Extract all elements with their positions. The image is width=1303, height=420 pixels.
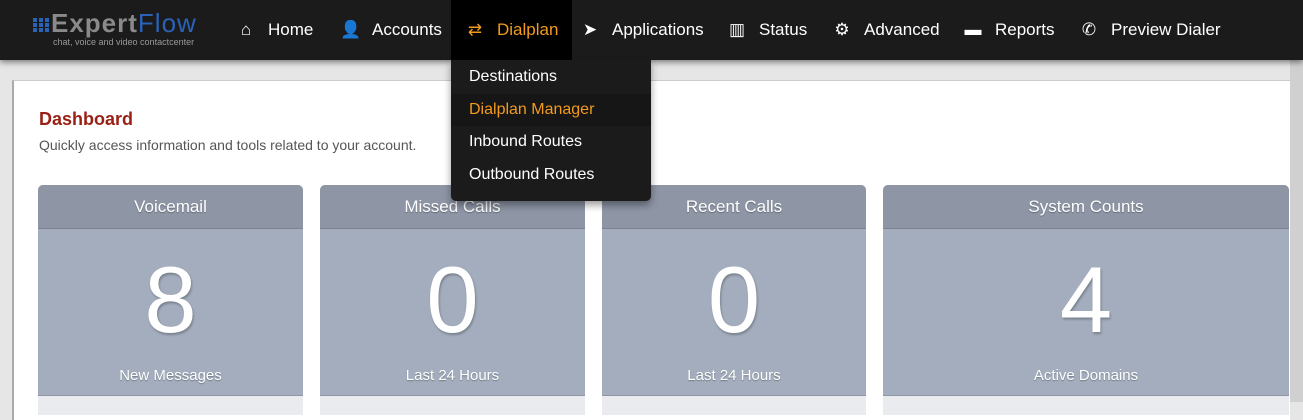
card-title: System Counts (883, 185, 1289, 229)
card-bottom-bar (883, 395, 1289, 415)
card-title: Voicemail (38, 185, 303, 229)
card-recent-calls[interactable]: Recent Calls 0 Last 24 Hours (602, 185, 866, 415)
home-icon: ⌂ (240, 20, 252, 39)
card-bottom-bar (602, 395, 866, 415)
dropdown-item-inbound-routes[interactable]: Inbound Routes (469, 133, 582, 150)
logo-dots-icon (33, 17, 49, 33)
nav-item-dialplan[interactable]: ⇄ Dialplan (451, 0, 573, 60)
gear-icon: ⚙ (834, 20, 850, 39)
card-value: 0 (707, 247, 761, 352)
window-icon: ▬ (964, 20, 982, 39)
dashboard-panel: Dashboard Quickly access information and… (12, 80, 1290, 420)
card-value: 8 (144, 247, 197, 352)
brand-tagline: chat, voice and video contactcenter (53, 37, 195, 47)
dropdown-item-outbound-routes[interactable]: Outbound Routes (469, 165, 595, 183)
nav-item-label: Applications (612, 20, 704, 39)
nav-item-label: Status (759, 20, 808, 39)
card-bottom-bar (38, 395, 303, 415)
brand-name-accent: Flow (137, 8, 197, 38)
dialplan-dropdown: Destinations Dialplan Manager Inbound Rout… (451, 60, 651, 201)
exchange-icon: ⇄ (467, 20, 483, 39)
bar-chart-icon: ▥ (728, 20, 746, 39)
nav-item-advanced[interactable]: ⚙ Advanced (818, 0, 954, 60)
dropdown-item-destinations[interactable]: Destinations (469, 68, 558, 85)
card-footer: Active Domains (1033, 367, 1139, 384)
nav-item-accounts[interactable]: 👤 Accounts (326, 0, 456, 60)
nav-item-label: Preview Dialer (1111, 20, 1221, 39)
logo[interactable]: ExpertFlow chat, voice and video contact… (33, 10, 197, 47)
nav-item-reports[interactable]: ▬ Reports (949, 0, 1069, 60)
dropdown-item-dialplan-manager[interactable]: Dialplan Manager (451, 93, 651, 126)
paper-plane-icon: ➤ (582, 20, 598, 39)
top-navbar: ExpertFlow chat, voice and video contact… (0, 0, 1303, 60)
nav-item-home[interactable]: ⌂ Home (222, 0, 327, 60)
phone-icon: ✆ (1081, 20, 1097, 39)
card-system-counts[interactable]: System Counts 4 Active Domains (883, 185, 1289, 415)
card-value: 4 (1059, 247, 1113, 352)
card-missed-calls[interactable]: Missed Calls 0 Last 24 Hours (320, 185, 585, 415)
user-icon: 👤 (340, 20, 362, 39)
card-footer: Last 24 Hours (687, 367, 781, 384)
page-title: Dashboard (39, 109, 134, 129)
nav-item-label: Accounts (372, 20, 442, 39)
card-value: 0 (426, 247, 479, 352)
nav-item-status[interactable]: ▥ Status (713, 0, 821, 60)
brand-name: Expert (51, 8, 138, 38)
card-voicemail[interactable]: Voicemail 8 New Messages (38, 185, 303, 415)
card-footer: Last 24 Hours (405, 367, 500, 384)
nav-item-preview-dialer[interactable]: ✆ Preview Dialer (1065, 0, 1235, 60)
nav-item-applications[interactable]: ➤ Applications (566, 0, 718, 60)
page-subtitle: Quickly access information and tools rel… (39, 137, 417, 153)
nav-item-label: Reports (995, 20, 1055, 39)
nav-item-label: Dialplan (497, 20, 559, 39)
nav-item-label: Home (268, 20, 314, 39)
nav-item-label: Advanced (864, 20, 940, 39)
card-bottom-bar (320, 395, 585, 415)
card-footer: New Messages (119, 367, 222, 384)
scrollbar[interactable] (1290, 60, 1303, 402)
